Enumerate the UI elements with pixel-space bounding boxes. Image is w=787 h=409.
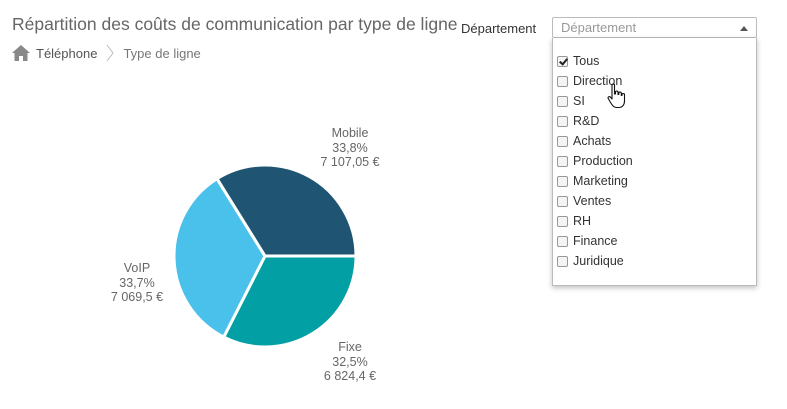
option-label: Juridique	[573, 254, 624, 268]
slice-mobile-value: 7 107,05 €	[320, 155, 380, 169]
checkbox-achats[interactable]	[557, 135, 568, 147]
checkbox-ventes[interactable]	[557, 195, 568, 207]
slice-fixe-name: Fixe	[338, 340, 362, 354]
chevron-right-icon	[107, 44, 115, 62]
home-icon[interactable]	[12, 45, 30, 61]
hand-cursor-icon	[607, 83, 626, 109]
checkbox-direction[interactable]	[557, 75, 568, 87]
option-label: Achats	[573, 134, 612, 148]
breadcrumb-telephone[interactable]: Téléphone	[36, 45, 98, 61]
option-production[interactable]: Production	[557, 152, 633, 170]
option-label: Marketing	[573, 174, 628, 188]
slice-label-mobile: Mobile 33,8% 7 107,05 €	[298, 126, 402, 170]
checkbox-rh[interactable]	[557, 215, 568, 227]
option-ventes[interactable]: Ventes	[557, 192, 611, 210]
option-finance[interactable]: Finance	[557, 232, 617, 250]
option-label: SI	[573, 94, 585, 108]
pie-slice-fixe[interactable]	[222, 254, 358, 349]
option-label: RH	[573, 214, 592, 228]
checkbox-si[interactable]	[557, 95, 568, 107]
department-label: Département	[461, 21, 537, 36]
page-title: Répartition des coûts de communication p…	[12, 14, 458, 34]
slice-voip-value: 7 069,5 €	[110, 290, 164, 304]
option-label: Production	[573, 154, 633, 168]
breadcrumb: Téléphone Type de ligne	[12, 44, 201, 62]
slice-label-fixe: Fixe 32,5% 6 824,4 €	[296, 340, 404, 384]
option-label: Direction	[573, 74, 623, 88]
option-si[interactable]: SI	[557, 92, 585, 110]
option-label: R&D	[573, 114, 600, 128]
department-dropdown: Tous Direction SI R&D Achats Production …	[552, 38, 757, 286]
pie-slice-voip[interactable]	[172, 177, 267, 339]
slice-mobile-percent: 33,8%	[332, 140, 368, 155]
option-label: Ventes	[573, 194, 612, 208]
checkbox-production[interactable]	[557, 155, 568, 167]
checkbox-finance[interactable]	[557, 235, 568, 247]
option-marketing[interactable]: Marketing	[557, 172, 628, 190]
checkbox-juridique[interactable]	[557, 255, 568, 267]
option-direction[interactable]: Direction	[557, 72, 622, 90]
option-achats[interactable]: Achats	[557, 132, 611, 150]
department-select[interactable]: Département	[552, 17, 757, 38]
checkbox-rd[interactable]	[557, 115, 568, 127]
pie-slice-mobile[interactable]	[215, 163, 358, 258]
option-label: Finance	[573, 234, 618, 248]
checkbox-marketing[interactable]	[557, 175, 568, 187]
option-rh[interactable]: RH	[557, 212, 591, 230]
checkbox-tous[interactable]	[557, 55, 568, 67]
option-tous[interactable]: Tous	[557, 52, 599, 70]
caret-up-icon[interactable]	[740, 26, 748, 31]
slice-fixe-value: 6 824,4 €	[323, 369, 377, 383]
slice-mobile-name: Mobile	[331, 126, 369, 140]
slice-fixe-percent: 32,5%	[332, 354, 368, 369]
slice-label-voip: VoIP 33,7% 7 069,5 €	[80, 261, 194, 305]
option-juridique[interactable]: Juridique	[557, 252, 624, 270]
option-rd[interactable]: R&D	[557, 112, 599, 130]
slice-voip-name: VoIP	[123, 261, 151, 275]
option-label: Tous	[573, 54, 600, 68]
department-placeholder: Département	[561, 20, 637, 35]
breadcrumb-type-de-ligne: Type de ligne	[123, 45, 201, 61]
slice-voip-percent: 33,7%	[119, 275, 155, 290]
